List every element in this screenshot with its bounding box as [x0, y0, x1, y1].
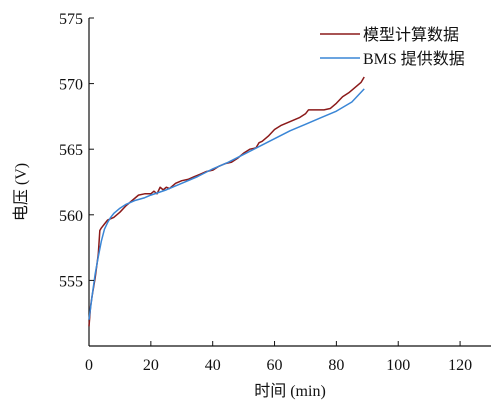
legend-label-0: 模型计算数据: [363, 25, 459, 44]
x-tick-label: 20: [143, 357, 159, 374]
x-tick-label: 100: [386, 357, 410, 374]
y-tick-label: 575: [59, 11, 83, 28]
x-tick-label: 120: [448, 357, 472, 374]
y-tick-label: 565: [59, 142, 83, 159]
ticks-layer: 0 20 40 60 80 100 120 555 560 565 570 575: [59, 11, 472, 374]
legend: 模型计算数据 BMS 提供数据: [320, 25, 465, 68]
y-axis-title: 电压 (V): [12, 163, 30, 221]
x-axis-title: 时间 (min): [254, 382, 326, 400]
x-tick-label: 0: [85, 357, 93, 374]
series-line-1: [88, 88, 365, 320]
series-layer: [88, 76, 365, 327]
x-tick-label: 60: [267, 357, 283, 374]
x-tick-label: 80: [328, 357, 344, 374]
series-line-0: [88, 76, 365, 327]
legend-label-1: BMS 提供数据: [363, 50, 465, 68]
y-tick-label: 555: [59, 273, 83, 290]
plot-frame: [88, 18, 491, 347]
y-tick-label: 570: [59, 77, 83, 94]
y-tick-label: 560: [59, 208, 83, 225]
x-tick-label: 40: [205, 357, 221, 374]
